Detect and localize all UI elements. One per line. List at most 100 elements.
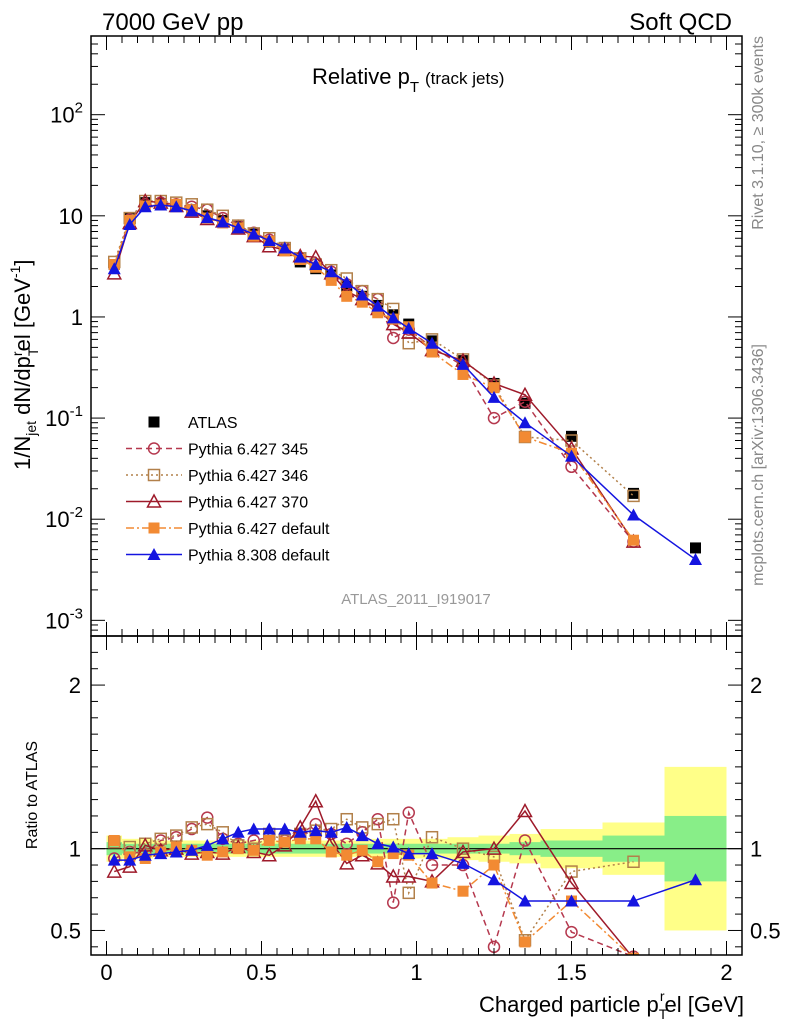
ratio-point xyxy=(121,858,138,873)
ratio-point xyxy=(200,838,214,851)
y-tick-label: 10 xyxy=(59,204,83,229)
ratio-line xyxy=(113,838,632,955)
data-point xyxy=(309,258,323,271)
data-point xyxy=(565,434,578,447)
ratio-point xyxy=(426,877,438,889)
ratio-point xyxy=(565,894,578,907)
ylabel-part-6: el [GeV xyxy=(10,278,35,352)
ylabel-part-7: -1 xyxy=(7,265,23,278)
ratio-point xyxy=(324,825,338,838)
ratio-point xyxy=(627,855,640,869)
ratio-point xyxy=(107,853,121,866)
legend-marker xyxy=(147,468,161,482)
data-point xyxy=(426,346,438,358)
ratio-point xyxy=(387,896,400,909)
ratio-point xyxy=(565,925,578,939)
data-point xyxy=(247,227,261,240)
data-point xyxy=(355,288,369,301)
ratio-point xyxy=(248,844,260,856)
data-point xyxy=(169,200,183,213)
data-point xyxy=(518,416,532,429)
ratio-point xyxy=(371,817,384,831)
legend-marker xyxy=(146,493,162,508)
ratio-y-tick-label: 1 xyxy=(69,837,81,862)
data-point xyxy=(628,534,639,546)
data-point xyxy=(371,299,385,312)
top-plot: 10-3 10-2 10-1 1 10 102 xyxy=(45,35,743,637)
ratio-point xyxy=(518,834,532,847)
ratio-y-tick-label-right: 1 xyxy=(750,837,762,862)
ratio-point xyxy=(216,832,230,845)
ratio-point xyxy=(185,821,198,834)
legend-marker xyxy=(148,416,160,428)
series-pythia-8-308-default xyxy=(107,198,702,565)
x-tick-label: 1.5 xyxy=(556,960,587,985)
ratio-point xyxy=(402,886,415,900)
ratio-point xyxy=(185,843,199,856)
ratio-point xyxy=(387,848,399,860)
ratio-point xyxy=(201,817,214,831)
ratio-point xyxy=(355,829,369,842)
data-point xyxy=(278,241,292,254)
ylabel-part-3: dN/dp xyxy=(10,356,35,421)
data-point xyxy=(627,508,640,521)
data-point xyxy=(185,204,199,217)
main-title: Relative pT (track jets) xyxy=(312,64,504,96)
ratio-point xyxy=(338,855,355,870)
x-tick-label: 2 xyxy=(720,960,732,985)
ratio-point xyxy=(425,847,439,860)
data-point xyxy=(457,368,469,380)
xlabel-part-2: T xyxy=(659,1006,668,1022)
data-point xyxy=(456,357,470,370)
data-point xyxy=(487,390,501,403)
legend-item: Pythia 6.427 346 xyxy=(126,468,308,485)
ratio-y-tick-label-right: 0.5 xyxy=(750,918,781,943)
ratio-point xyxy=(138,848,152,861)
ratio-line xyxy=(113,810,632,955)
data-point xyxy=(293,250,307,263)
data-point xyxy=(216,215,230,228)
ratio-point xyxy=(456,856,470,869)
ratio-point xyxy=(563,874,580,890)
ratio-point xyxy=(309,824,323,837)
data-point xyxy=(386,311,400,324)
ratio-point xyxy=(456,842,470,855)
ylabel-part-2: jet xyxy=(23,421,39,437)
data-point xyxy=(231,221,245,234)
y-tick-label: 1 xyxy=(71,305,83,330)
ratio-point xyxy=(293,825,307,838)
ylabel-part-8: ] xyxy=(10,259,35,265)
ratio-point xyxy=(278,822,292,835)
legend: ATLAS Pythia 6.427 345 Pythia 6.427 346 Pyt… xyxy=(126,415,330,565)
ratio-point xyxy=(154,847,168,860)
ratio-point xyxy=(262,822,276,835)
data-point xyxy=(690,542,701,554)
ylabel-part-4: T xyxy=(25,347,41,356)
data-point xyxy=(566,430,577,442)
xlabel-part-3: r xyxy=(660,988,665,1004)
header-left: 7000 GeV pp xyxy=(102,9,243,36)
data-point xyxy=(372,307,384,319)
ratio-point xyxy=(486,840,502,855)
x-tick-label: 1 xyxy=(410,960,422,985)
data-point xyxy=(517,386,533,402)
ratio-series xyxy=(106,793,702,955)
x-tick-label: 0.5 xyxy=(246,960,277,985)
data-point xyxy=(340,275,354,288)
ratio-point xyxy=(400,868,417,883)
ratio-point xyxy=(518,894,532,907)
y-tick-label: 10-2 xyxy=(45,504,83,532)
data-point xyxy=(262,234,276,247)
main-title-extra: (track jets) xyxy=(425,69,504,88)
data-point xyxy=(627,489,640,503)
top-y-axis-label: 1/Njet dN/dpTrel [GeV-1] xyxy=(7,259,41,470)
legend-label: Pythia 8.308 default xyxy=(188,548,330,565)
ratio-y-axis-label: Ratio to ATLAS xyxy=(24,741,41,849)
ratio-point xyxy=(340,837,353,851)
legend-marker xyxy=(147,548,161,560)
legend-marker xyxy=(147,442,161,455)
ratio-point xyxy=(457,885,469,897)
ratio-pythia-6-427-370 xyxy=(106,793,637,955)
ratio-y-tick-label: 2 xyxy=(69,673,81,698)
ratio-point xyxy=(519,936,531,948)
